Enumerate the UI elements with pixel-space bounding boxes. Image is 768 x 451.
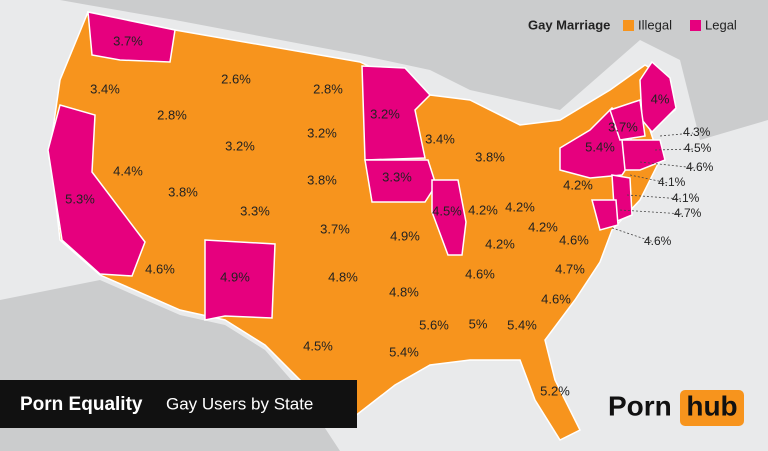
state-shape xyxy=(87,11,176,63)
state-label: 5.4% xyxy=(585,139,615,154)
state-shape xyxy=(204,239,276,321)
state-label: 3.7% xyxy=(608,119,638,134)
state-shape xyxy=(609,99,646,141)
state-label: 3.4% xyxy=(90,81,120,96)
state-label: 5.6% xyxy=(419,317,449,332)
state-label: 4.6% xyxy=(145,261,175,276)
state-label: 3.4% xyxy=(425,131,455,146)
state-label: 3.2% xyxy=(307,125,337,140)
state-label: 4.7% xyxy=(674,206,702,220)
legend-label: Legal xyxy=(705,17,737,32)
state-label: 2.8% xyxy=(157,107,187,122)
state-label: 4.2% xyxy=(528,219,558,234)
state-label: 3.3% xyxy=(240,203,270,218)
state-label: 4.1% xyxy=(658,175,686,189)
callout-line xyxy=(619,209,685,215)
state-shape xyxy=(47,104,146,277)
legend: Gay Marriage Illegal Legal xyxy=(528,17,737,32)
usa-mainland xyxy=(49,11,676,441)
state-label: 3.7% xyxy=(320,221,350,236)
state-label: 4.4% xyxy=(113,163,143,178)
canada xyxy=(0,0,768,140)
callout-line xyxy=(626,194,683,200)
state-shape xyxy=(364,159,437,203)
state-label: 3.3% xyxy=(382,169,412,184)
callout-line xyxy=(654,148,695,151)
state-shape xyxy=(621,139,666,171)
state-label: 4.2% xyxy=(563,177,593,192)
state-label: 3.2% xyxy=(370,106,400,121)
state-label: 4.8% xyxy=(389,284,419,299)
state-label: 4.6% xyxy=(465,266,495,281)
state-label: 4.9% xyxy=(390,228,420,243)
state-label: 5.4% xyxy=(389,344,419,359)
state-label: 3.7% xyxy=(113,33,143,48)
legend-swatch xyxy=(623,20,634,31)
state-label: 2.6% xyxy=(221,71,251,86)
state-label: 4.6% xyxy=(686,160,714,174)
state-label: 5.2% xyxy=(540,383,570,398)
state-label: 4.6% xyxy=(559,232,589,247)
state-label: 4.2% xyxy=(485,236,515,251)
callout-line xyxy=(629,174,669,184)
state-label: 2.8% xyxy=(313,81,343,96)
legend-title: Gay Marriage xyxy=(528,17,610,32)
state-label: 4.2% xyxy=(468,202,498,217)
title-box: Porn Equality Gay Users by State xyxy=(0,380,357,428)
title-main: Porn Equality xyxy=(20,394,143,415)
legend-swatch xyxy=(690,20,701,31)
state-label: 4.1% xyxy=(672,191,700,205)
state-label: 5.4% xyxy=(507,317,537,332)
state-label: 4.5% xyxy=(432,203,462,218)
callout-line xyxy=(639,161,697,169)
logo-box xyxy=(680,390,744,426)
state-label: 4.2% xyxy=(505,199,535,214)
state-label: 4.5% xyxy=(303,338,333,353)
state-label: 4% xyxy=(651,91,670,106)
state-label: 4.8% xyxy=(328,269,358,284)
state-label: 3.2% xyxy=(225,138,255,153)
state-shape xyxy=(431,179,467,256)
callout-line xyxy=(611,227,655,243)
logo-left: Porn xyxy=(608,390,672,421)
state-label: 4.5% xyxy=(684,141,712,155)
state-label: 4.9% xyxy=(220,269,250,284)
state-label: 4.7% xyxy=(555,261,585,276)
title-background xyxy=(0,380,357,428)
legend-label: Illegal xyxy=(638,17,672,32)
states: 3.7% 3.4% 5.3% 4.4% 2.8% 2.6% 3.2% 3.8% 4.6% 4.9%… xyxy=(47,11,714,398)
state-label: 4.3% xyxy=(683,125,711,139)
state-label: 5% xyxy=(469,316,488,331)
state-label: 4.6% xyxy=(541,291,571,306)
title-sub: Gay Users by State xyxy=(166,394,313,413)
state-label: 3.8% xyxy=(168,184,198,199)
state-shape xyxy=(591,199,619,231)
state-label: 3.8% xyxy=(475,149,505,164)
state-label: 3.8% xyxy=(307,172,337,187)
logo-right: hub xyxy=(686,390,737,421)
state-label: 4.6% xyxy=(644,234,672,248)
state-label: 5.3% xyxy=(65,191,95,206)
logo: Porn hub xyxy=(608,390,744,426)
callout-line xyxy=(659,132,694,137)
